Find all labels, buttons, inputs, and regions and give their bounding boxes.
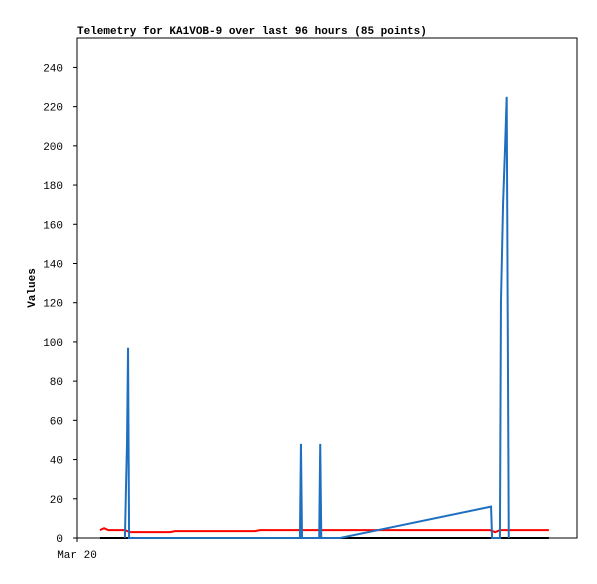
- y-tick-label: 200: [43, 142, 63, 154]
- y-tick-label: 120: [43, 299, 63, 311]
- y-tick-label: 180: [43, 181, 63, 193]
- y-tick-label: 140: [43, 259, 63, 271]
- y-tick-label: 0: [56, 534, 63, 546]
- y-tick-label: 80: [50, 377, 63, 389]
- y-tick-label: 240: [43, 63, 63, 75]
- y-tick-label: 100: [43, 338, 63, 350]
- y-tick-label: 20: [50, 495, 63, 507]
- y-tick-label: 220: [43, 103, 63, 115]
- y-tick-label: 160: [43, 220, 63, 232]
- series-line: [123, 96, 510, 539]
- x-tick-label: Mar 20: [57, 550, 97, 562]
- y-tick-label: 40: [50, 456, 63, 468]
- series-line: [99, 527, 549, 534]
- y-tick-label: 60: [50, 416, 63, 428]
- y-axis-label: Values: [27, 268, 39, 308]
- chart-title: Telemetry for KA1VOB-9 over last 96 hour…: [77, 26, 427, 38]
